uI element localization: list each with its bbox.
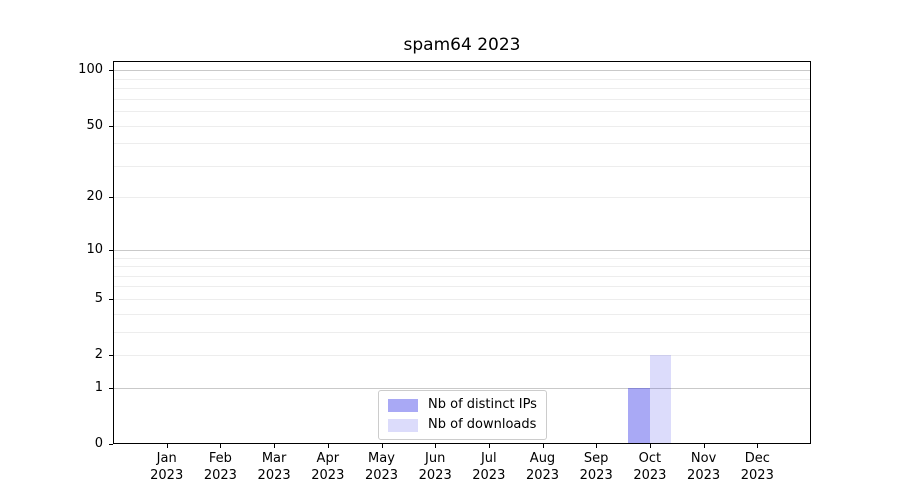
x-tick-label: Jun 2023 [418,451,452,483]
y-gridline-minor [113,98,811,100]
y-gridline-minor [113,78,811,80]
legend-label-distinct-ips: Nb of distinct IPs [428,397,537,412]
y-gridline-minor [113,125,811,127]
x-tick-label: Feb 2023 [203,451,237,483]
y-gridline-minor [113,313,811,315]
y-tick [109,70,113,72]
y-gridline-minor [113,110,811,112]
legend-swatch-distinct-ips [388,398,418,412]
y-gridline-minor [113,197,811,199]
legend-item-downloads: Nb of downloads [388,417,537,433]
x-tick-label: May 2023 [364,451,399,483]
x-tick [381,444,383,448]
x-tick-label: Aug 2023 [525,451,560,483]
plot-area [113,61,811,444]
y-gridline-major [113,387,811,389]
x-tick-label: Nov 2023 [687,451,721,483]
y-tick-label: 5 [94,290,103,306]
legend: Nb of distinct IPs Nb of downloads [378,390,547,440]
y-gridline-minor [113,257,811,259]
y-gridline-minor [113,355,811,356]
y-gridline-minor [113,331,811,333]
x-tick [649,444,651,448]
x-tick [435,444,437,448]
bar-nb-of-distinct-ips [628,387,650,444]
x-tick [220,444,222,448]
x-tick [596,444,598,448]
x-tick [488,444,490,448]
y-gridline-minor [113,275,811,277]
y-tick [109,125,113,127]
x-tick [166,444,168,448]
y-gridline-minor [113,165,811,167]
x-tick [274,444,276,448]
x-tick [327,444,329,448]
y-gridline-minor [113,88,811,89]
y-gridline-minor [113,143,811,145]
y-tick [109,387,113,389]
x-tick-label: Mar 2023 [257,451,291,483]
y-tick [109,197,113,199]
x-tick-label: Jul 2023 [472,451,506,483]
y-tick-label: 2 [94,347,103,362]
x-tick [542,444,544,448]
x-tick-label: Apr 2023 [311,451,345,483]
y-tick-label: 10 [86,241,103,257]
legend-swatch-downloads [388,418,418,432]
y-tick-label: 20 [86,189,103,205]
y-gridline-minor [113,266,811,267]
x-tick-label: Jan 2023 [150,451,184,483]
y-tick [109,355,113,356]
y-tick [109,249,113,251]
y-gridline-major [113,249,811,251]
y-gridline-minor [113,298,811,300]
legend-item-distinct-ips: Nb of distinct IPs [388,397,537,413]
x-tick-label: Oct 2023 [633,451,667,483]
bar-nb-of-downloads [649,355,672,444]
y-gridline-major [113,70,811,72]
y-tick-label: 50 [86,117,103,133]
y-tick-label: 100 [78,62,103,78]
x-tick-label: Sep 2023 [579,451,613,483]
legend-label-downloads: Nb of downloads [428,417,537,432]
y-gridline-minor [113,286,811,288]
x-tick [757,444,759,448]
x-tick-label: Dec 2023 [740,451,774,483]
y-tick [109,444,113,445]
x-tick [703,444,705,448]
y-tick-label: 1 [94,379,103,395]
chart-title: spam64 2023 [403,35,521,55]
y-tick-label: 0 [94,436,103,451]
y-tick [109,298,113,300]
